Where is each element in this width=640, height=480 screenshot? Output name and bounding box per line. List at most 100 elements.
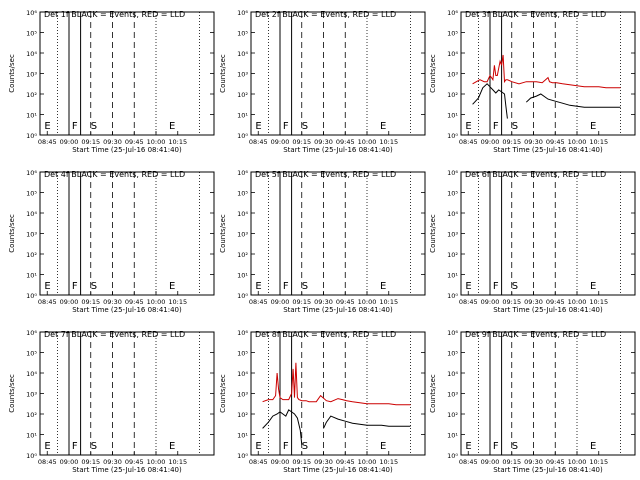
y-axis-label: Counts/sec [8,214,16,253]
lld-line [472,54,621,89]
event-marker-letter: E [169,281,175,292]
event-marker-letter: S [91,121,97,132]
x-tick-label: 09:15 [292,458,311,466]
event-marker-letter: S [302,121,308,132]
x-tick-label: 10:00 [147,298,166,306]
x-tick-label: 09:30 [524,138,543,146]
y-tick-label: 10³ [237,231,248,239]
event-marker-letter: E [590,281,596,292]
chart-panel-1: Det 1f BLACK = Events, RED = LLD Counts/s… [8,9,215,154]
x-tick-label: 08:45 [249,458,268,466]
chart-title: Det 6f BLACK = Events, RED = LLD [465,170,606,179]
y-tick-label: 10² [237,251,248,259]
chart-panel-8: Det 8f BLACK = Events, RED = LLD Counts/s… [219,329,426,474]
event-marker-letter: F [493,121,499,132]
event-marker-letter: E [169,121,175,132]
y-tick-label: 10² [447,411,458,419]
x-tick-label: 09:45 [546,138,565,146]
y-tick-label: 10⁴ [447,50,458,58]
x-tick-label: 09:30 [524,458,543,466]
y-tick-label: 10⁶ [447,169,458,177]
events-line [472,83,621,119]
x-tick-label: 09:00 [481,298,500,306]
x-tick-label: 09:00 [271,298,290,306]
y-tick-label: 10¹ [26,112,37,120]
y-tick-label: 10⁶ [237,329,248,337]
plot-frame [460,11,636,136]
y-tick-label: 10⁵ [26,30,37,38]
event-marker-letter: S [302,281,308,292]
y-tick-label: 10⁵ [447,30,458,38]
x-tick-label: 09:45 [546,298,565,306]
y-axis-label: Counts/sec [219,374,227,413]
x-tick-label: 09:30 [524,298,543,306]
x-tick-label: 09:15 [81,298,100,306]
y-tick-label: 10⁰ [447,292,458,300]
x-tick-label: 08:45 [38,138,57,146]
chart-title: Det 3f BLACK = Events, RED = LLD [465,10,606,19]
y-tick-label: 10⁴ [26,370,37,378]
x-tick-label: 09:45 [336,138,355,146]
chart-panel-9: Det 9f BLACK = Events, RED = LLD Counts/s… [429,329,636,474]
y-tick-label: 10³ [447,231,458,239]
y-tick-label: 10¹ [237,432,248,440]
x-tick-label: 09:00 [271,458,290,466]
x-tick-label: 09:15 [292,138,311,146]
plot-frame [39,11,215,136]
chart-title: Det 5f BLACK = Events, RED = LLD [255,170,396,179]
x-tick-label: 09:00 [60,138,79,146]
y-tick-label: 10⁵ [237,190,248,198]
event-marker-letter: S [302,441,308,452]
y-tick-label: 10⁵ [237,350,248,358]
y-tick-label: 10⁰ [237,292,248,300]
plot-frame [250,171,426,296]
plot-frame [460,331,636,456]
y-tick-label: 10⁴ [237,370,248,378]
y-tick-label: 10² [237,411,248,419]
x-tick-label: 09:00 [481,458,500,466]
y-tick-label: 10⁵ [26,190,37,198]
x-tick-label: 10:00 [147,138,166,146]
x-tick-label: 09:00 [60,458,79,466]
chart-panel-3: Det 3f BLACK = Events, RED = LLD Counts/s… [429,9,636,154]
event-marker-letter: E [465,441,471,452]
x-tick-label: 10:00 [358,298,377,306]
x-tick-label: 09:30 [314,298,333,306]
x-tick-label: 10:00 [568,458,587,466]
x-tick-label: 09:30 [314,138,333,146]
event-marker-letter: F [283,281,289,292]
events-line [262,409,411,445]
event-marker-letter: F [493,441,499,452]
x-tick-label: 10:15 [589,138,608,146]
y-tick-label: 10⁴ [447,370,458,378]
y-axis-label: Counts/sec [8,374,16,413]
event-marker-letter: E [380,281,386,292]
y-axis-label: Counts/sec [429,54,437,93]
event-marker-letter: E [465,281,471,292]
y-tick-label: 10³ [237,71,248,79]
event-marker-letter: F [283,441,289,452]
y-tick-label: 10¹ [237,272,248,280]
x-tick-label: 09:30 [103,458,122,466]
x-tick-label: 09:30 [103,298,122,306]
x-tick-label: 10:00 [568,298,587,306]
x-tick-label: 10:15 [168,458,187,466]
x-tick-label: 08:45 [249,298,268,306]
y-tick-label: 10¹ [447,432,458,440]
chart-panel-5: Det 5f BLACK = Events, RED = LLD Counts/s… [219,169,426,314]
x-tick-label: 08:45 [38,458,57,466]
y-tick-label: 10⁰ [237,452,248,460]
event-marker-letter: S [91,441,97,452]
y-tick-label: 10³ [26,71,37,79]
event-marker-letter: F [283,121,289,132]
y-tick-label: 10² [447,91,458,99]
plot-frame [250,331,426,456]
y-tick-label: 10¹ [237,112,248,120]
x-axis-label: Start Time (25-Jul-16 08:41:40) [72,466,182,474]
y-tick-label: 10² [26,251,37,259]
y-tick-label: 10⁶ [447,9,458,17]
event-marker-letter: F [72,281,78,292]
y-axis-label: Counts/sec [8,54,16,93]
x-tick-label: 09:00 [271,138,290,146]
